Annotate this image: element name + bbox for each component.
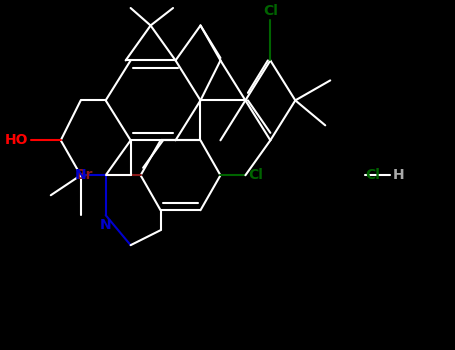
Text: Cl: Cl	[248, 168, 263, 182]
Text: H: H	[393, 168, 404, 182]
Text: N: N	[75, 168, 86, 182]
Text: Br: Br	[76, 168, 93, 182]
Text: Cl: Cl	[365, 168, 380, 182]
Text: Cl: Cl	[263, 4, 278, 18]
Text: N: N	[100, 218, 111, 232]
Text: HO: HO	[5, 133, 28, 147]
